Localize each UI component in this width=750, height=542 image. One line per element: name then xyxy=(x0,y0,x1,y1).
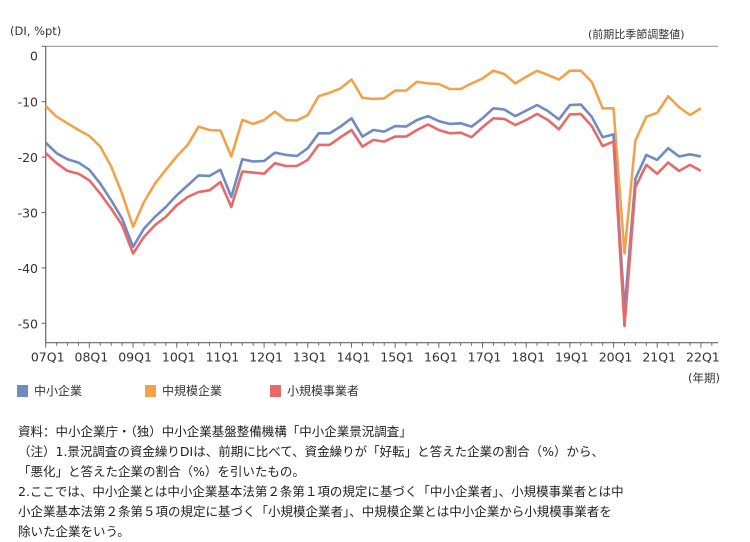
legend-item-medium: 中規模企業 xyxy=(145,382,222,399)
x-tick-label: 08Q1 xyxy=(75,350,109,365)
x-tick-label: 22Q1 xyxy=(686,350,720,365)
x-tick-label: 17Q1 xyxy=(468,350,502,365)
x-tick-label: 07Q1 xyxy=(31,350,65,365)
legend-label: 中小企業 xyxy=(34,384,83,398)
x-tick-label: 15Q1 xyxy=(380,350,414,365)
y-tick-label: -20 xyxy=(18,150,38,165)
x-tick-label: 21Q1 xyxy=(642,350,676,365)
legend: 中小企業 中規模企業 小規模事業者 xyxy=(0,382,750,400)
legend-item-small: 小規模事業者 xyxy=(270,382,359,399)
line-chart: 0 -10 -20 -30 -40 -50 07Q1 08Q1 09Q1 10Q1 11Q1 12Q1… xyxy=(18,45,720,365)
note-line: 「悪化」と答えた企業の割合（%）を引いたもの。 xyxy=(18,464,305,479)
source-notes: 資料：中小企業庁・（独）中小企業基盤整備機構「中小企業景況調査」 （注）1.景況… xyxy=(18,422,624,542)
x-tick-label: 20Q1 xyxy=(599,350,633,365)
seasonal-adjustment-note: (前期比季節調整値) xyxy=(588,28,685,41)
x-tick-label: 09Q1 xyxy=(118,350,152,365)
x-tick-label: 16Q1 xyxy=(424,350,458,365)
source-line: 資料：中小企業庁・（独）中小企業基盤整備機構「中小企業景況調査」 xyxy=(18,424,412,439)
x-tick-label: 11Q1 xyxy=(206,350,240,365)
legend-swatch xyxy=(17,384,28,397)
series-lines xyxy=(44,69,702,328)
series-line-2 xyxy=(44,112,702,328)
series-line-1 xyxy=(44,69,702,255)
series-line-0 xyxy=(44,103,702,312)
tick-labels: 0 -10 -20 -30 -40 -50 07Q1 08Q1 09Q1 10Q1 11Q1 12Q1… xyxy=(18,48,720,364)
y-tick-label: -50 xyxy=(18,316,38,331)
x-tick-label: 19Q1 xyxy=(555,350,589,365)
y-tick-label: -40 xyxy=(18,261,38,276)
x-axis-unit: (年期) xyxy=(688,371,720,385)
x-tick-label: 14Q1 xyxy=(337,350,371,365)
legend-label: 小規模事業者 xyxy=(287,384,360,398)
note-line: （注）1.景況調査の資金繰りDIは、前期に比べて、資金繰りが「好転」と答えた企業… xyxy=(18,444,604,459)
x-tick-label: 13Q1 xyxy=(293,350,327,365)
legend-label: 中規模企業 xyxy=(162,384,223,398)
note-line: 除いた企業をいう。 xyxy=(18,524,130,539)
note-line: 小企業基本法第２条第５項の規定に基づく「小規模企業者」、中規模企業とは中小企業か… xyxy=(18,504,612,519)
x-tick-label: 18Q1 xyxy=(511,350,545,365)
legend-swatch xyxy=(270,384,281,397)
legend-swatch xyxy=(145,384,156,397)
y-tick-label: -30 xyxy=(18,206,38,221)
x-tick-label: 12Q1 xyxy=(249,350,283,365)
legend-item-sme: 中小企業 xyxy=(17,382,82,399)
y-tick-label: -10 xyxy=(18,95,38,110)
y-axis-unit: (DI, %pt) xyxy=(10,24,62,38)
axes xyxy=(41,45,718,348)
y-tick-label: 0 xyxy=(30,48,38,63)
note-line: 2.ここでは、中小企業とは中小企業基本法第２条第１項の規定に基づく「中小企業者」… xyxy=(18,484,624,499)
x-tick-label: 10Q1 xyxy=(162,350,196,365)
